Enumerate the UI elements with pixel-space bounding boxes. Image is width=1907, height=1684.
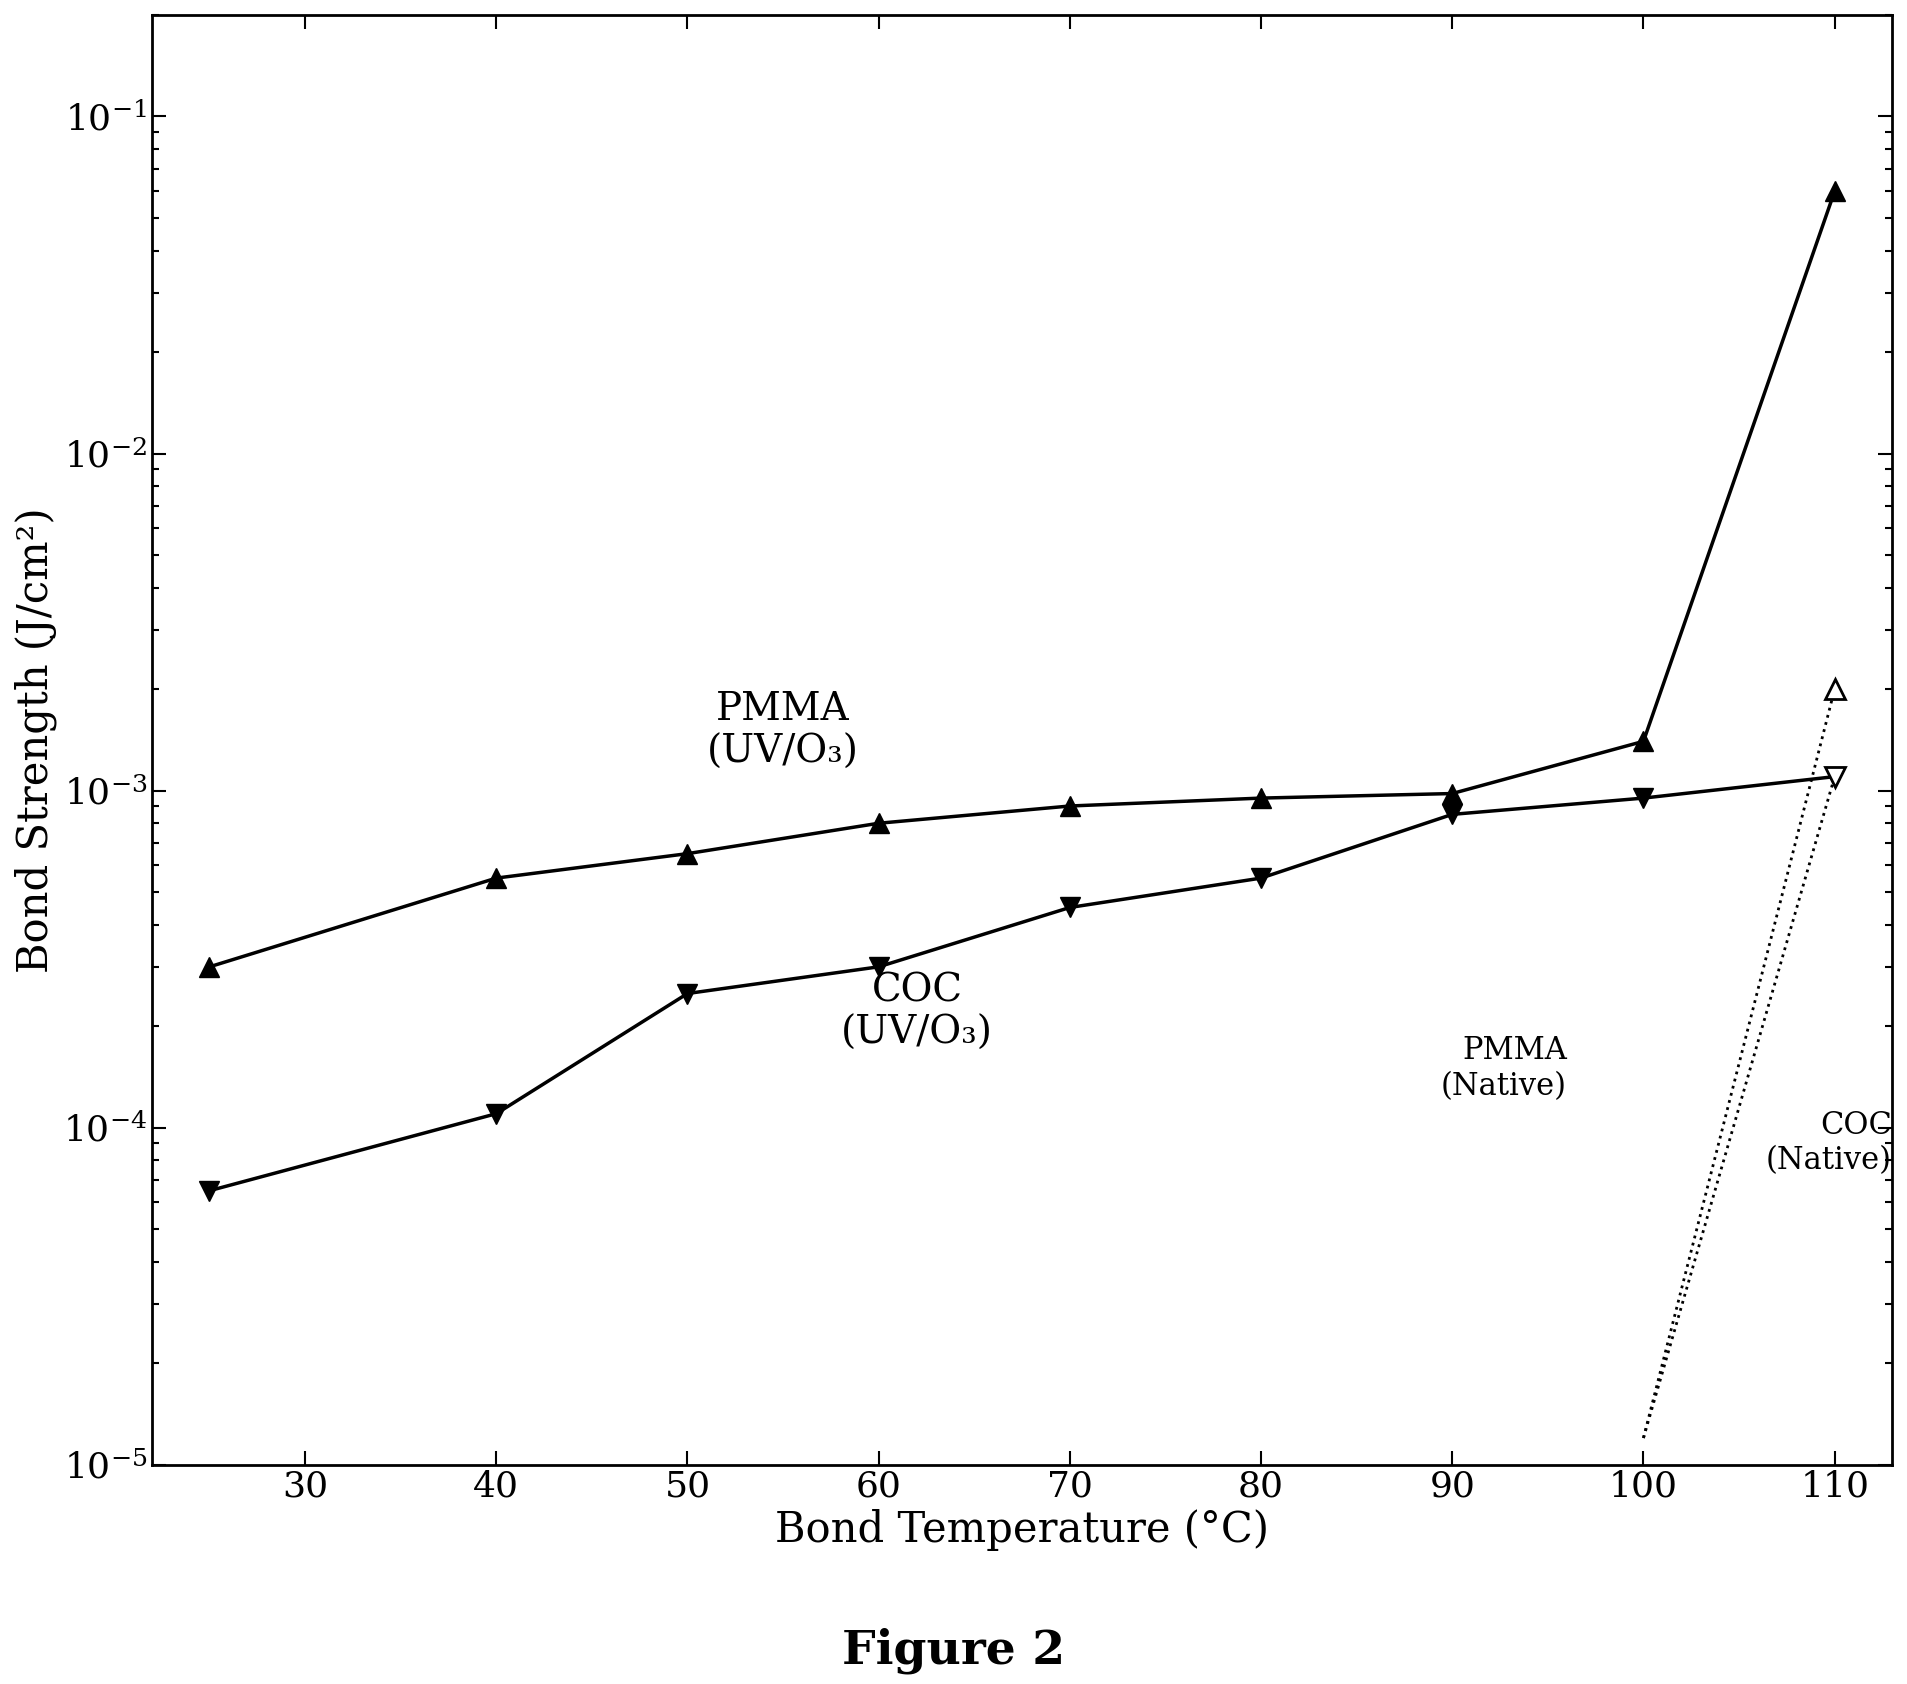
Y-axis label: Bond Strength (J/cm²): Bond Strength (J/cm²) [15,507,57,973]
Text: PMMA
(UV/O₃): PMMA (UV/O₃) [707,692,858,771]
Text: Figure 2: Figure 2 [841,1627,1066,1674]
Text: COC
(Native): COC (Native) [1766,1110,1892,1177]
X-axis label: Bond Temperature (°C): Bond Temperature (°C) [774,1509,1268,1551]
Text: COC
(UV/O₃): COC (UV/O₃) [841,972,994,1052]
Text: PMMA
(Native): PMMA (Native) [1442,1036,1568,1101]
